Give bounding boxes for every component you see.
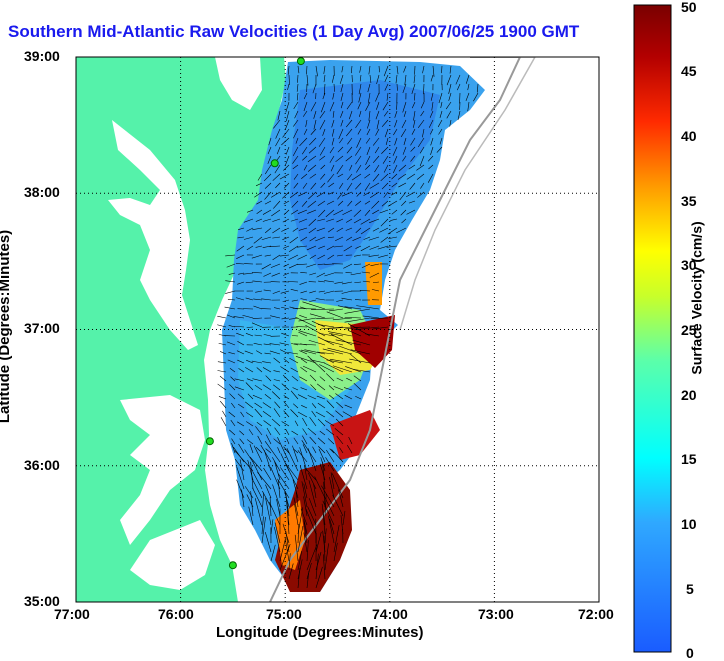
colorbar-tick: 5 bbox=[686, 581, 694, 597]
x-axis-label: Longitude (Degrees:Minutes) bbox=[216, 624, 424, 641]
colorbar-tick: 35 bbox=[681, 193, 697, 209]
station-marker bbox=[297, 58, 304, 65]
station-marker bbox=[271, 160, 278, 167]
y-tick-label: 38:00 bbox=[24, 184, 60, 200]
station-marker bbox=[206, 438, 213, 445]
x-tick-label: 77:00 bbox=[54, 606, 90, 622]
y-tick-label: 39:00 bbox=[24, 48, 60, 64]
y-tick-label: 37:00 bbox=[24, 320, 60, 336]
colorbar-tick: 45 bbox=[681, 63, 697, 79]
colorbar-tick: 15 bbox=[681, 451, 697, 467]
station-marker bbox=[229, 562, 236, 569]
y-axis-label: Latitude (Degrees:Minutes) bbox=[0, 230, 13, 423]
colorbar-tick: 50 bbox=[681, 0, 697, 15]
x-tick-label: 73:00 bbox=[478, 606, 514, 622]
x-tick-label: 74:00 bbox=[372, 606, 408, 622]
colorbar-tick: 20 bbox=[681, 387, 697, 403]
x-tick-label: 72:00 bbox=[578, 606, 614, 622]
y-tick-label: 36:00 bbox=[24, 457, 60, 473]
colorbar-label: Surface Velocity (cm/s) bbox=[689, 221, 705, 374]
colorbar bbox=[634, 5, 671, 652]
colorbar-tick: 40 bbox=[681, 128, 697, 144]
x-tick-label: 75:00 bbox=[266, 606, 302, 622]
colorbar-tick: 10 bbox=[681, 516, 697, 532]
x-tick-label: 76:00 bbox=[158, 606, 194, 622]
